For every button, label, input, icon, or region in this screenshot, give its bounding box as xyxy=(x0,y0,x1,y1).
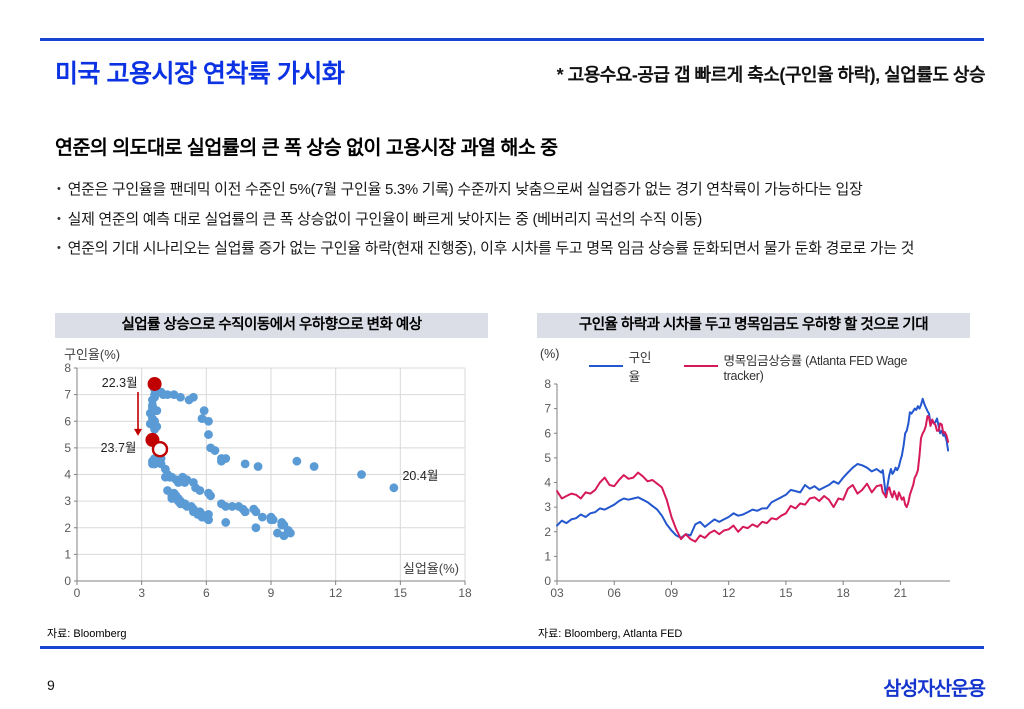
svg-text:12: 12 xyxy=(329,586,343,600)
source-note-right: 자료: Bloomberg, Atlanta FED xyxy=(538,628,683,640)
section-heading: 연준의 의도대로 실업률의 큰 폭 상승 없이 고용시장 과열 해소 중 xyxy=(55,137,558,159)
svg-text:3: 3 xyxy=(138,586,145,600)
page-number: 9 xyxy=(47,677,55,693)
svg-text:2: 2 xyxy=(544,525,551,539)
svg-text:4: 4 xyxy=(64,468,71,482)
svg-text:1: 1 xyxy=(544,549,551,563)
svg-text:3: 3 xyxy=(64,494,71,508)
svg-text:09: 09 xyxy=(665,586,679,600)
svg-text:3: 3 xyxy=(544,500,551,514)
svg-text:8: 8 xyxy=(64,361,71,375)
bullet-item: • 연준의 기대 시나리오는 실업률 증가 없는 구인율 하락(현재 진행중), … xyxy=(57,235,977,265)
svg-text:5: 5 xyxy=(544,451,551,465)
svg-text:7: 7 xyxy=(64,388,71,402)
svg-text:9: 9 xyxy=(268,586,275,600)
bullet-item: • 실제 연준의 예측 대로 실업률의 큰 폭 상승없이 구인율이 빠르게 낮아지… xyxy=(57,206,977,236)
legend-label: 명목임금상승률 (Atlanta FED Wage tracker) xyxy=(723,353,908,383)
svg-text:12: 12 xyxy=(722,586,736,600)
svg-text:5: 5 xyxy=(64,441,71,455)
svg-text:22.3월: 22.3월 xyxy=(102,376,138,390)
svg-text:03: 03 xyxy=(550,586,564,600)
bullet-text: 실제 연준의 예측 대로 실업률의 큰 폭 상승없이 구인율이 빠르게 낮아지는… xyxy=(67,210,703,228)
svg-text:4: 4 xyxy=(544,476,551,490)
bottom-divider-rule xyxy=(40,646,984,649)
company-logo: 삼성자산운용 xyxy=(883,678,986,700)
svg-text:18: 18 xyxy=(458,586,472,600)
legend-item-wage: 명목임금상승률 (Atlanta FED Wage tracker) xyxy=(683,350,948,383)
bullet-icon: • xyxy=(57,242,61,254)
chart-panel-wage: 구인율 하락과 시차를 두고 명목임금도 우하향 할 것으로 기대 (%) 구인… xyxy=(537,313,970,604)
page-title: 미국 고용시장 연착륙 가시화 xyxy=(55,60,345,88)
legend-line-swatch-pink xyxy=(683,364,718,368)
svg-text:15: 15 xyxy=(394,586,408,600)
svg-text:1: 1 xyxy=(64,547,71,561)
svg-text:2: 2 xyxy=(64,521,71,535)
legend-label: 구인율 xyxy=(628,351,652,384)
bullet-icon: • xyxy=(57,183,61,195)
svg-text:15: 15 xyxy=(779,586,793,600)
top-divider-rule xyxy=(40,38,984,41)
svg-text:8: 8 xyxy=(544,377,551,391)
svg-text:06: 06 xyxy=(608,586,622,600)
bullet-list: • 연준은 구인율을 팬데믹 이전 수준인 5%(7월 구인율 5.3% 기록) … xyxy=(57,176,977,265)
svg-text:20.4월: 20.4월 xyxy=(402,469,438,483)
svg-text:18: 18 xyxy=(836,586,850,600)
page-subtitle: * 고용수요-공급 갭 빠르게 축소(구인율 하락), 실업률도 상승 xyxy=(556,65,986,85)
bullet-icon: • xyxy=(57,212,61,225)
chart-legend: (%) 구인율 명목임금상승률 (Atlanta FED Wage tracke… xyxy=(537,338,970,384)
bullet-text: 연준의 기대 시나리오는 실업률 증가 없는 구인율 하락(현재 진행중), 이… xyxy=(67,240,915,257)
svg-text:0: 0 xyxy=(74,586,81,600)
bullet-item: • 연준은 구인율을 팬데믹 이전 수준인 5%(7월 구인율 5.3% 기록) … xyxy=(57,176,977,206)
y-axis-unit-label: (%) xyxy=(540,347,560,361)
legend-line-swatch-blue xyxy=(589,364,623,368)
svg-text:6: 6 xyxy=(544,426,551,440)
legend-item-openings: 구인율 xyxy=(589,347,662,385)
bullet-text: 연준은 구인율을 팬데믹 이전 수준인 5%(7월 구인율 5.3% 기록) 수… xyxy=(67,181,863,198)
svg-text:0: 0 xyxy=(64,574,71,588)
chart-title: 구인율 하락과 시차를 두고 명목임금도 우하향 할 것으로 기대 xyxy=(537,313,970,338)
svg-text:0: 0 xyxy=(544,574,551,588)
svg-text:구인율(%): 구인율(%) xyxy=(64,347,120,362)
svg-text:6: 6 xyxy=(64,414,71,428)
svg-text:21: 21 xyxy=(894,586,908,600)
svg-text:실업율(%): 실업율(%) xyxy=(403,561,459,576)
svg-text:7: 7 xyxy=(544,402,551,416)
chart-title: 실업률 상승으로 수직이동에서 우하향으로 변화 예상 xyxy=(55,313,488,338)
source-note-left: 자료: Bloomberg xyxy=(47,628,127,640)
svg-text:6: 6 xyxy=(203,586,210,600)
svg-text:23.7월: 23.7월 xyxy=(101,441,137,455)
